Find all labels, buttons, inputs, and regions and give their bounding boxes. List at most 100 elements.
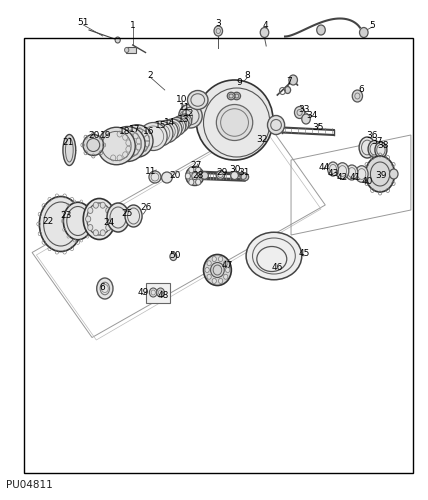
Text: 41: 41 <box>350 173 361 182</box>
Circle shape <box>360 28 368 38</box>
Ellipse shape <box>204 254 231 286</box>
Ellipse shape <box>375 142 387 158</box>
Ellipse shape <box>186 166 204 186</box>
Circle shape <box>352 90 363 102</box>
Text: 11: 11 <box>145 166 156 175</box>
Text: 1: 1 <box>130 20 136 30</box>
Circle shape <box>199 173 204 179</box>
Ellipse shape <box>121 124 153 157</box>
Ellipse shape <box>156 120 178 143</box>
Text: 46: 46 <box>272 263 283 272</box>
Circle shape <box>157 288 164 297</box>
Circle shape <box>125 48 129 52</box>
Text: 28: 28 <box>192 172 203 180</box>
Circle shape <box>196 179 201 185</box>
Text: 20: 20 <box>89 130 100 140</box>
Ellipse shape <box>63 202 92 240</box>
Ellipse shape <box>359 137 375 158</box>
Text: 26: 26 <box>141 203 152 212</box>
Text: 12: 12 <box>183 109 194 118</box>
Text: PU04811: PU04811 <box>6 480 53 490</box>
Text: 25: 25 <box>122 210 133 218</box>
Ellipse shape <box>125 205 142 227</box>
Ellipse shape <box>328 162 339 176</box>
Ellipse shape <box>179 104 202 128</box>
Circle shape <box>115 37 120 43</box>
Ellipse shape <box>162 119 182 139</box>
Text: 33: 33 <box>298 106 309 114</box>
Text: 13: 13 <box>178 114 190 124</box>
Bar <box>24 38 413 472</box>
Ellipse shape <box>336 163 349 180</box>
Bar <box>126 48 136 52</box>
Text: 24: 24 <box>104 218 115 227</box>
Ellipse shape <box>246 232 302 280</box>
Circle shape <box>212 278 217 283</box>
Circle shape <box>108 216 113 222</box>
Text: 16: 16 <box>143 126 155 136</box>
Text: 27: 27 <box>190 162 202 170</box>
Text: 5: 5 <box>369 20 375 30</box>
Text: 39: 39 <box>375 172 386 180</box>
Ellipse shape <box>366 156 395 192</box>
Text: 30: 30 <box>229 166 240 174</box>
Text: 20: 20 <box>169 172 180 180</box>
Text: 17: 17 <box>129 124 140 134</box>
Ellipse shape <box>162 172 172 183</box>
Ellipse shape <box>196 80 273 160</box>
Circle shape <box>86 216 91 222</box>
Text: 36: 36 <box>367 130 378 140</box>
Ellipse shape <box>233 92 241 100</box>
Ellipse shape <box>148 121 173 146</box>
Text: 23: 23 <box>61 210 72 220</box>
Text: 6: 6 <box>99 283 105 292</box>
Circle shape <box>226 268 230 272</box>
Text: 14: 14 <box>164 118 175 127</box>
Circle shape <box>389 169 398 179</box>
Text: 44: 44 <box>319 163 330 172</box>
Text: 4: 4 <box>262 20 268 30</box>
Text: 7: 7 <box>286 76 292 86</box>
Text: 9: 9 <box>236 78 242 87</box>
Bar <box>146 282 170 302</box>
Ellipse shape <box>231 172 238 179</box>
Circle shape <box>212 256 217 262</box>
Circle shape <box>88 208 93 214</box>
Ellipse shape <box>216 171 225 179</box>
Ellipse shape <box>227 92 235 100</box>
Circle shape <box>196 167 201 173</box>
Circle shape <box>214 26 223 36</box>
Ellipse shape <box>241 174 249 180</box>
Ellipse shape <box>149 171 161 183</box>
Circle shape <box>218 278 223 283</box>
Ellipse shape <box>172 116 189 132</box>
Ellipse shape <box>355 166 368 182</box>
Circle shape <box>317 25 325 35</box>
Circle shape <box>189 167 194 173</box>
Text: 47: 47 <box>222 260 233 270</box>
Ellipse shape <box>83 134 104 156</box>
Text: 21: 21 <box>62 138 73 147</box>
Circle shape <box>205 268 209 272</box>
Text: 31: 31 <box>238 168 250 177</box>
Ellipse shape <box>98 127 135 165</box>
Text: 50: 50 <box>169 250 180 260</box>
Ellipse shape <box>97 278 113 299</box>
Text: 38: 38 <box>377 142 389 150</box>
Text: 3: 3 <box>215 20 221 28</box>
Circle shape <box>185 173 190 179</box>
Text: 49: 49 <box>138 288 149 297</box>
Circle shape <box>149 288 157 297</box>
Circle shape <box>93 230 98 236</box>
Text: 32: 32 <box>256 136 268 144</box>
Ellipse shape <box>216 104 253 141</box>
Text: 37: 37 <box>372 136 383 145</box>
Circle shape <box>100 202 105 208</box>
Text: 35: 35 <box>312 123 323 132</box>
Circle shape <box>218 256 223 262</box>
Circle shape <box>260 28 269 38</box>
Text: 19: 19 <box>101 130 112 140</box>
Circle shape <box>106 224 111 230</box>
Circle shape <box>93 202 98 208</box>
Circle shape <box>100 230 105 236</box>
